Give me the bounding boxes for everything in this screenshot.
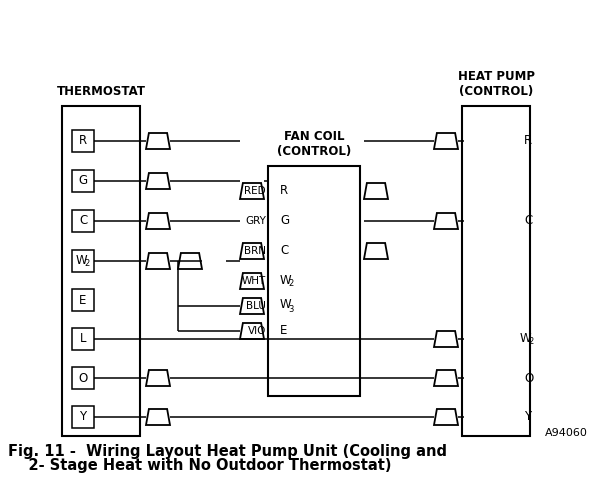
Bar <box>72 250 94 272</box>
Text: BRN: BRN <box>244 246 266 256</box>
Text: FAN COIL
(CONTROL): FAN COIL (CONTROL) <box>277 130 351 158</box>
Text: 2: 2 <box>85 259 89 268</box>
Text: W: W <box>280 299 292 311</box>
Text: W: W <box>520 331 532 345</box>
Bar <box>72 367 94 389</box>
Text: BLU: BLU <box>246 301 266 311</box>
Text: 2: 2 <box>528 337 533 347</box>
Text: 2: 2 <box>288 280 293 289</box>
Text: C: C <box>524 214 532 228</box>
Text: C: C <box>280 245 288 257</box>
Text: C: C <box>79 214 87 228</box>
Bar <box>72 170 94 192</box>
Bar <box>462 106 530 436</box>
Text: G: G <box>280 214 289 228</box>
Text: 2- Stage Heat with No Outdoor Thermostat): 2- Stage Heat with No Outdoor Thermostat… <box>8 458 392 473</box>
Text: 3: 3 <box>288 305 293 313</box>
Text: GRY: GRY <box>245 216 266 226</box>
Text: L: L <box>80 332 86 346</box>
Text: G: G <box>79 175 88 187</box>
Text: VIO: VIO <box>248 326 266 336</box>
Text: W: W <box>280 273 292 287</box>
Text: Fig. 11 -  Wiring Layout Heat Pump Unit (Cooling and: Fig. 11 - Wiring Layout Heat Pump Unit (… <box>8 444 447 459</box>
Text: R: R <box>280 185 288 197</box>
Text: E: E <box>79 294 86 307</box>
Bar <box>72 328 94 350</box>
Text: WHT: WHT <box>242 276 266 286</box>
Text: R: R <box>524 134 532 147</box>
Text: E: E <box>280 324 287 337</box>
Bar <box>72 406 94 428</box>
Text: O: O <box>524 372 533 384</box>
Text: HEAT PUMP
(CONTROL): HEAT PUMP (CONTROL) <box>458 70 535 98</box>
Bar <box>72 210 94 232</box>
Text: O: O <box>79 372 88 384</box>
Text: R: R <box>79 134 87 147</box>
Bar <box>62 106 140 436</box>
Bar <box>72 289 94 311</box>
Text: A94060: A94060 <box>545 428 588 438</box>
Bar <box>268 166 360 396</box>
Text: RED: RED <box>244 186 266 196</box>
Text: Y: Y <box>524 411 531 424</box>
Text: Y: Y <box>79 411 86 424</box>
Text: W: W <box>75 253 87 266</box>
Bar <box>72 130 94 152</box>
Text: THERMOSTAT: THERMOSTAT <box>56 85 146 98</box>
